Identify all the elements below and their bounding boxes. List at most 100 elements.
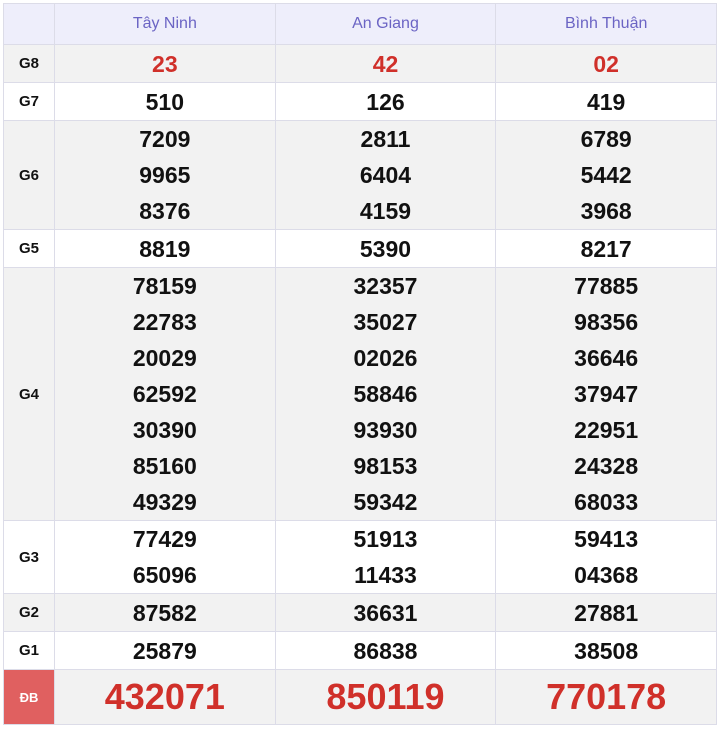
prize-number: 8217 bbox=[580, 235, 632, 262]
prize-number: 9965 bbox=[139, 162, 191, 188]
prize-label: G2 bbox=[3, 593, 55, 632]
prize-label: G7 bbox=[3, 82, 55, 121]
prize-label: G6 bbox=[3, 120, 55, 230]
prize-number: 51913 bbox=[353, 526, 418, 552]
prize-number: 77885 bbox=[574, 273, 639, 299]
prize-number: 86838 bbox=[353, 637, 418, 664]
prize-number: 36631 bbox=[353, 599, 418, 626]
prize-label: G8 bbox=[3, 44, 55, 83]
prize-number: 37947 bbox=[574, 381, 639, 407]
prize-cell: 36631 bbox=[274, 593, 497, 632]
prize-number: 5442 bbox=[580, 162, 632, 188]
prize-number: 6789 bbox=[580, 126, 632, 152]
prize-number: 432071 bbox=[104, 676, 225, 717]
prize-label: G5 bbox=[3, 229, 55, 268]
prize-cell: 02 bbox=[495, 44, 717, 83]
prize-number: 59413 bbox=[574, 526, 639, 552]
prize-row-g2: G2 87582 36631 27881 bbox=[3, 593, 717, 632]
prize-cell: 7209 9965 8376 bbox=[54, 120, 276, 230]
prize-number: 3968 bbox=[580, 198, 632, 224]
prize-cell: 770178 bbox=[495, 669, 717, 725]
prize-number: 5390 bbox=[359, 235, 412, 262]
prize-cell: 8819 bbox=[54, 229, 276, 268]
prize-number: 2811 bbox=[360, 126, 411, 152]
prize-number: 770178 bbox=[546, 676, 667, 717]
prize-number: 68033 bbox=[574, 489, 639, 515]
prize-cell: 419 bbox=[495, 82, 717, 121]
prize-cell: 78159 22783 20029 62592 30390 85160 49329 bbox=[54, 267, 276, 521]
prize-cell: 42 bbox=[274, 44, 497, 83]
prize-number: 02026 bbox=[353, 345, 418, 371]
prize-number: 8819 bbox=[139, 235, 191, 262]
prize-number: 85160 bbox=[132, 453, 197, 479]
prize-number: 11433 bbox=[354, 562, 417, 588]
prize-number: 87582 bbox=[132, 599, 197, 626]
province-header: An Giang bbox=[274, 3, 497, 45]
prize-number: 30390 bbox=[132, 417, 197, 443]
prize-number: 25879 bbox=[132, 637, 197, 664]
prize-number: 42 bbox=[372, 50, 399, 77]
prize-number: 27881 bbox=[574, 599, 639, 626]
prize-cell: 77429 65096 bbox=[54, 520, 276, 594]
prize-number: 510 bbox=[145, 88, 185, 115]
prize-label: G4 bbox=[3, 267, 55, 521]
prize-cell: 77885 98356 36646 37947 22951 24328 68033 bbox=[495, 267, 717, 521]
prize-number: 850119 bbox=[326, 676, 445, 717]
prize-number: 4159 bbox=[359, 198, 412, 224]
prize-number: 98356 bbox=[574, 309, 639, 335]
prize-row-g7: G7 510 126 419 bbox=[3, 82, 717, 121]
prize-row-g8: G8 23 42 02 bbox=[3, 44, 717, 83]
province-header: Tây Ninh bbox=[54, 3, 276, 45]
prize-row-đb: ĐB 432071 850119 770178 bbox=[3, 669, 717, 725]
prize-label: ĐB bbox=[3, 669, 55, 725]
prize-number: 22951 bbox=[574, 417, 639, 443]
prize-number: 49329 bbox=[132, 489, 197, 515]
prize-label: G3 bbox=[3, 520, 55, 594]
prize-cell: 86838 bbox=[274, 631, 497, 670]
prize-number: 38508 bbox=[574, 637, 639, 664]
prize-cell: 51913 11433 bbox=[274, 520, 497, 594]
prize-cell: 2811 6404 4159 bbox=[274, 120, 497, 230]
prize-number: 419 bbox=[586, 88, 626, 115]
prize-cell: 6789 5442 3968 bbox=[495, 120, 717, 230]
prize-row-g1: G1 25879 86838 38508 bbox=[3, 631, 717, 670]
prize-cell: 32357 35027 02026 58846 93930 98153 59342 bbox=[274, 267, 497, 521]
prize-cell: 25879 bbox=[54, 631, 276, 670]
prize-number: 32357 bbox=[353, 273, 418, 299]
prize-cell: 432071 bbox=[54, 669, 276, 725]
province-header: Bình Thuận bbox=[495, 3, 717, 45]
prize-number: 62592 bbox=[132, 381, 197, 407]
prize-cell: 59413 04368 bbox=[495, 520, 717, 594]
prize-number: 78159 bbox=[132, 273, 197, 299]
prize-number: 04368 bbox=[574, 562, 639, 588]
prize-cell: 8217 bbox=[495, 229, 717, 268]
prize-row-g5: G5 8819 5390 8217 bbox=[3, 229, 717, 268]
lottery-results-table: Tây Ninh An Giang Bình Thuận G8 23 42 02 G7 510… bbox=[3, 3, 717, 725]
prize-number: 22783 bbox=[132, 309, 197, 335]
prize-number: 59342 bbox=[353, 489, 418, 515]
prize-cell: 27881 bbox=[495, 593, 717, 632]
prize-number: 8376 bbox=[139, 198, 191, 224]
prize-number: 36646 bbox=[574, 345, 639, 371]
prize-row-g3: G3 77429 65096 51913 11433 59413 04368 bbox=[3, 520, 717, 594]
prize-number: 65096 bbox=[132, 562, 197, 588]
prize-cell: 850119 bbox=[274, 669, 497, 725]
prize-cell: 126 bbox=[274, 82, 497, 121]
prize-cell: 510 bbox=[54, 82, 276, 121]
prize-number: 23 bbox=[152, 50, 178, 77]
prize-number: 7209 bbox=[139, 126, 191, 152]
prize-number: 6404 bbox=[359, 162, 412, 188]
prize-label: G1 bbox=[3, 631, 55, 670]
prize-number: 24328 bbox=[574, 453, 639, 479]
prize-number: 98153 bbox=[353, 453, 418, 479]
prize-row-g4: G4 78159 22783 20029 62592 30390 85160 49329 323… bbox=[3, 267, 717, 521]
header-row: Tây Ninh An Giang Bình Thuận bbox=[3, 3, 717, 45]
prize-number: 93930 bbox=[353, 417, 418, 443]
prize-number: 58846 bbox=[353, 381, 418, 407]
prize-number: 20029 bbox=[132, 345, 197, 371]
prize-cell: 87582 bbox=[54, 593, 276, 632]
prize-cell: 5390 bbox=[274, 229, 497, 268]
prize-number: 77429 bbox=[132, 526, 197, 552]
prize-cell: 23 bbox=[54, 44, 276, 83]
prize-number: 02 bbox=[593, 50, 619, 77]
